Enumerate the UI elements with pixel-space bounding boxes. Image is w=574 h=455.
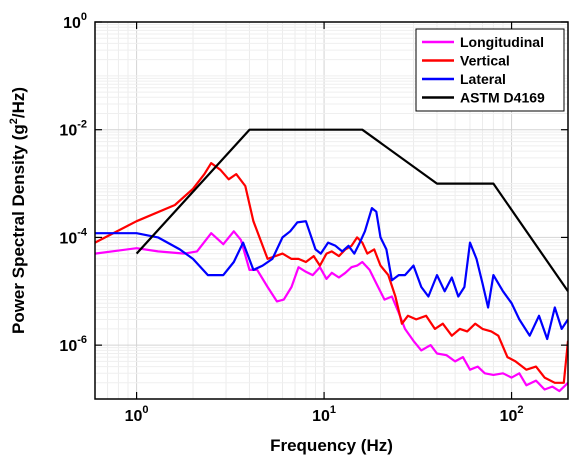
y-tick-label: 10-2 [59, 119, 87, 140]
x-tick-label: 100 [125, 404, 149, 425]
x-tick-label: 101 [312, 404, 336, 425]
y-axis-title-suffix: /Hz) [9, 87, 28, 118]
y-tick-label-base: 10 [59, 338, 77, 355]
series-line-vertical [95, 162, 568, 384]
series-line-longitudinal [95, 230, 568, 393]
x-tick-label-exponent: 0 [142, 404, 148, 416]
x-tick-label: 102 [500, 404, 524, 425]
grid-lines [94, 21, 569, 400]
y-axis-title: Power Spectral Density (g2/Hz) [8, 87, 28, 334]
x-tick-label-exponent: 2 [517, 404, 523, 416]
y-tick-label-base: 10 [63, 15, 81, 32]
legend-label: Vertical [460, 53, 510, 69]
plot-frame [94, 21, 569, 400]
y-tick-label-base: 10 [59, 123, 77, 140]
y-axis-title-prefix: Power Spectral Density (g [9, 124, 28, 334]
legend-label: Lateral [460, 71, 506, 87]
x-tick-label-base: 10 [125, 408, 143, 425]
x-tick-label-base: 10 [500, 408, 518, 425]
y-tick-label: 10-6 [59, 334, 87, 355]
y-tick-label-exponent: -4 [77, 226, 88, 238]
y-tick-label: 100 [63, 11, 87, 32]
x-tick-label-exponent: 1 [330, 404, 336, 416]
y-tick-label-exponent: -6 [77, 334, 87, 346]
legend: Longitudinal Vertical Lateral ASTM D4169 [415, 28, 565, 112]
y-tick-label-exponent: -2 [77, 119, 87, 131]
legend-label: Longitudinal [460, 34, 544, 50]
x-tick-label-base: 10 [312, 408, 330, 425]
series-layer [95, 128, 568, 393]
x-axis-title: Frequency (Hz) [270, 436, 393, 455]
y-tick-label-base: 10 [59, 230, 77, 247]
legend-label: ASTM D4169 [460, 90, 545, 106]
series-line-astm-d4169 [135, 128, 568, 292]
y-axis-title-sup: 2 [8, 118, 20, 124]
y-tick-label-exponent: 0 [81, 11, 87, 23]
series-line-lateral [95, 207, 568, 341]
y-tick-label: 10-4 [59, 226, 87, 247]
axis-ticks [95, 21, 568, 399]
